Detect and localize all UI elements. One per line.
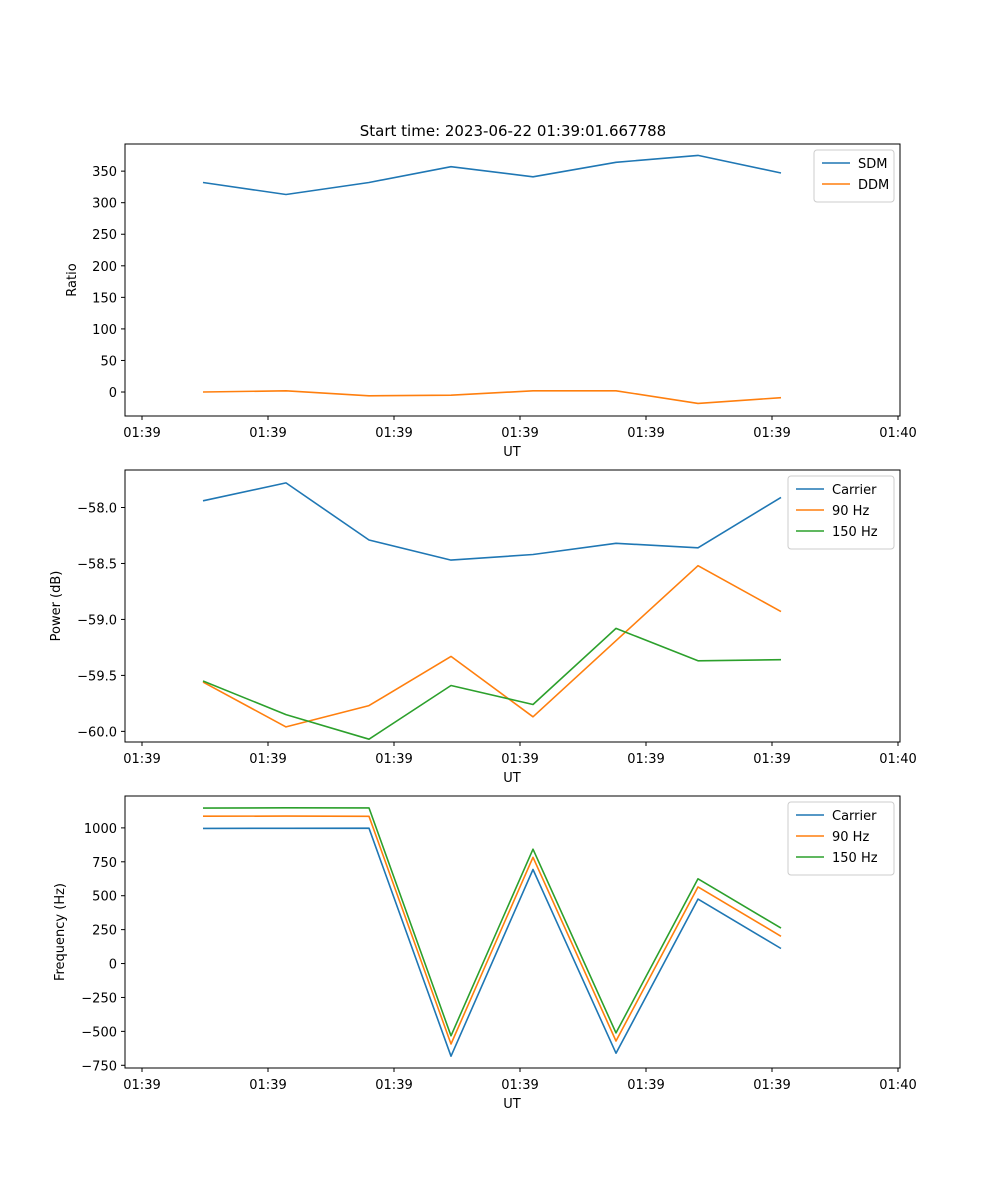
y-tick-label: 0: [109, 958, 117, 973]
plot-area-frame: [124, 469, 901, 743]
series-line-90-hz: [202, 564, 782, 728]
legend-label-carrier: Carrier: [832, 483, 877, 498]
y-tick-label: −750: [81, 1059, 117, 1074]
y-tick-label: 0: [109, 386, 117, 401]
y-tick-label: −59.0: [77, 613, 117, 628]
x-tick-label: 01:39: [123, 426, 160, 441]
x-tick-label: 01:39: [501, 426, 538, 441]
x-axis-label: UT: [503, 445, 521, 460]
x-tick-label: 01:39: [375, 752, 412, 767]
y-tick-label: 250: [92, 924, 117, 939]
x-axis-label: UT: [503, 771, 521, 786]
power-panel: 01:39 01:39 01:39 01:39 01:39 01:39 01:40 UT −60…: [49, 469, 917, 786]
series-line-150-hz: [202, 806, 782, 1037]
legend: Carrier 90 Hz 150 Hz: [787, 801, 895, 876]
series-line-carrier: [202, 827, 782, 1057]
y-axis-label: Ratio: [65, 263, 80, 296]
plot-area-frame: [124, 795, 901, 1069]
legend: SDM DDM: [813, 149, 895, 203]
legend-label-150-hz: 150 Hz: [832, 851, 878, 866]
x-tick-label: 01:39: [753, 752, 790, 767]
legend-label-150-hz: 150 Hz: [832, 525, 878, 540]
plot-area-frame: [124, 143, 901, 417]
legend-label-carrier: Carrier: [832, 809, 877, 824]
x-tick-label: 01:39: [123, 1078, 160, 1093]
legend: Carrier 90 Hz 150 Hz: [787, 475, 895, 550]
x-tick-label: 01:39: [627, 1078, 664, 1093]
x-tick-label: 01:40: [879, 1078, 916, 1093]
x-tick-label: 01:39: [123, 752, 160, 767]
y-tick-label: 300: [92, 197, 117, 212]
y-tick-label: −59.5: [77, 669, 117, 684]
frequency-panel: 01:39 01:39 01:39 01:39 01:39 01:39 01:40 UT −75…: [53, 795, 917, 1112]
x-axis-label: UT: [503, 1097, 521, 1112]
series-line-carrier: [202, 482, 782, 561]
series-line-sdm: [202, 154, 782, 196]
y-axis-label: Power (dB): [49, 571, 64, 642]
x-tick-label: 01:39: [249, 752, 286, 767]
y-tick-label: −58.5: [77, 557, 117, 572]
legend-label-90-hz: 90 Hz: [832, 504, 869, 519]
x-tick-label: 01:40: [879, 752, 916, 767]
legend-label-ddm: DDM: [858, 178, 889, 193]
y-tick-label: −58.0: [77, 501, 117, 516]
chart-title: Start time: 2023-06-22 01:39:01.667788: [360, 122, 666, 140]
y-tick-label: 50: [100, 354, 117, 369]
y-tick-label: −500: [81, 1025, 117, 1040]
x-tick-label: 01:39: [249, 1078, 286, 1093]
y-tick-label: 500: [92, 890, 117, 905]
legend-label-90-hz: 90 Hz: [832, 830, 869, 845]
series-line-90-hz: [202, 815, 782, 1045]
ratio-panel: 01:39 01:39 01:39 01:39 01:39 01:39 01:40 UT 0 50…: [65, 143, 917, 460]
x-tick-label: 01:40: [879, 426, 916, 441]
y-tick-label: −250: [81, 991, 117, 1006]
x-tick-label: 01:39: [375, 426, 412, 441]
legend-label-sdm: SDM: [858, 157, 887, 172]
y-tick-label: −60.0: [77, 725, 117, 740]
y-axis-label: Frequency (Hz): [53, 883, 68, 981]
x-tick-label: 01:39: [627, 426, 664, 441]
x-tick-label: 01:39: [375, 1078, 412, 1093]
y-tick-label: 350: [92, 165, 117, 180]
x-tick-label: 01:39: [249, 426, 286, 441]
y-tick-label: 250: [92, 228, 117, 243]
y-tick-label: 200: [92, 260, 117, 275]
series-line-150-hz: [202, 627, 782, 741]
y-tick-label: 750: [92, 856, 117, 871]
y-tick-label: 100: [92, 323, 117, 338]
x-tick-label: 01:39: [501, 1078, 538, 1093]
x-tick-label: 01:39: [627, 752, 664, 767]
x-tick-label: 01:39: [501, 752, 538, 767]
x-tick-label: 01:39: [753, 426, 790, 441]
y-tick-label: 150: [92, 291, 117, 306]
series-line-ddm: [202, 389, 782, 405]
x-tick-label: 01:39: [753, 1078, 790, 1093]
y-tick-label: 1000: [84, 822, 117, 837]
